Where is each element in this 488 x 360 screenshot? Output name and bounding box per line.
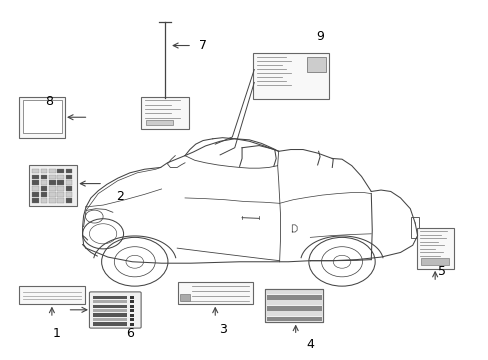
FancyBboxPatch shape <box>130 318 134 321</box>
Text: 6: 6 <box>126 327 134 340</box>
Text: 1: 1 <box>53 327 61 340</box>
FancyBboxPatch shape <box>41 175 47 179</box>
FancyBboxPatch shape <box>49 198 56 203</box>
Text: 7: 7 <box>199 39 206 52</box>
FancyBboxPatch shape <box>267 295 321 300</box>
FancyBboxPatch shape <box>32 168 39 174</box>
FancyBboxPatch shape <box>57 198 64 203</box>
FancyBboxPatch shape <box>130 323 134 325</box>
FancyBboxPatch shape <box>65 168 72 174</box>
FancyBboxPatch shape <box>49 193 56 197</box>
FancyBboxPatch shape <box>130 296 134 299</box>
FancyBboxPatch shape <box>57 168 64 174</box>
Text: 4: 4 <box>306 338 314 351</box>
FancyBboxPatch shape <box>93 300 127 303</box>
FancyBboxPatch shape <box>57 180 64 185</box>
FancyBboxPatch shape <box>130 314 134 317</box>
FancyBboxPatch shape <box>89 292 141 328</box>
FancyBboxPatch shape <box>57 193 64 197</box>
FancyBboxPatch shape <box>267 306 321 311</box>
FancyBboxPatch shape <box>57 175 64 179</box>
Text: 2: 2 <box>116 190 124 203</box>
FancyBboxPatch shape <box>93 296 127 299</box>
FancyBboxPatch shape <box>49 186 56 192</box>
FancyBboxPatch shape <box>130 309 134 312</box>
FancyBboxPatch shape <box>49 168 56 174</box>
FancyBboxPatch shape <box>252 53 328 99</box>
FancyBboxPatch shape <box>19 97 65 138</box>
FancyBboxPatch shape <box>93 323 127 325</box>
Text: 9: 9 <box>316 30 324 43</box>
FancyBboxPatch shape <box>306 57 326 72</box>
FancyBboxPatch shape <box>420 258 448 265</box>
FancyBboxPatch shape <box>65 180 72 185</box>
FancyBboxPatch shape <box>19 286 84 305</box>
FancyBboxPatch shape <box>93 305 127 308</box>
FancyBboxPatch shape <box>130 305 134 308</box>
FancyBboxPatch shape <box>32 193 39 197</box>
FancyBboxPatch shape <box>22 100 61 133</box>
FancyBboxPatch shape <box>32 175 39 179</box>
FancyBboxPatch shape <box>41 186 47 192</box>
Text: 5: 5 <box>437 265 445 278</box>
FancyBboxPatch shape <box>49 175 56 179</box>
FancyBboxPatch shape <box>29 165 77 206</box>
FancyBboxPatch shape <box>41 198 47 203</box>
FancyBboxPatch shape <box>130 300 134 303</box>
FancyBboxPatch shape <box>65 198 72 203</box>
FancyBboxPatch shape <box>265 289 323 322</box>
FancyBboxPatch shape <box>41 180 47 185</box>
FancyBboxPatch shape <box>180 294 189 301</box>
FancyBboxPatch shape <box>93 314 127 317</box>
FancyBboxPatch shape <box>49 180 56 185</box>
FancyBboxPatch shape <box>141 97 189 129</box>
FancyBboxPatch shape <box>93 318 127 321</box>
FancyBboxPatch shape <box>65 193 72 197</box>
FancyBboxPatch shape <box>41 193 47 197</box>
FancyBboxPatch shape <box>41 168 47 174</box>
FancyBboxPatch shape <box>32 180 39 185</box>
FancyBboxPatch shape <box>65 186 72 192</box>
Text: 3: 3 <box>218 323 226 336</box>
FancyBboxPatch shape <box>32 198 39 203</box>
FancyBboxPatch shape <box>93 309 127 312</box>
FancyBboxPatch shape <box>146 120 173 126</box>
FancyBboxPatch shape <box>267 301 321 305</box>
FancyBboxPatch shape <box>32 186 39 192</box>
FancyBboxPatch shape <box>65 175 72 179</box>
FancyBboxPatch shape <box>416 228 453 269</box>
FancyBboxPatch shape <box>267 317 321 321</box>
FancyBboxPatch shape <box>57 186 64 192</box>
FancyBboxPatch shape <box>267 311 321 316</box>
Text: 8: 8 <box>45 95 53 108</box>
FancyBboxPatch shape <box>177 282 252 305</box>
FancyBboxPatch shape <box>267 290 321 294</box>
